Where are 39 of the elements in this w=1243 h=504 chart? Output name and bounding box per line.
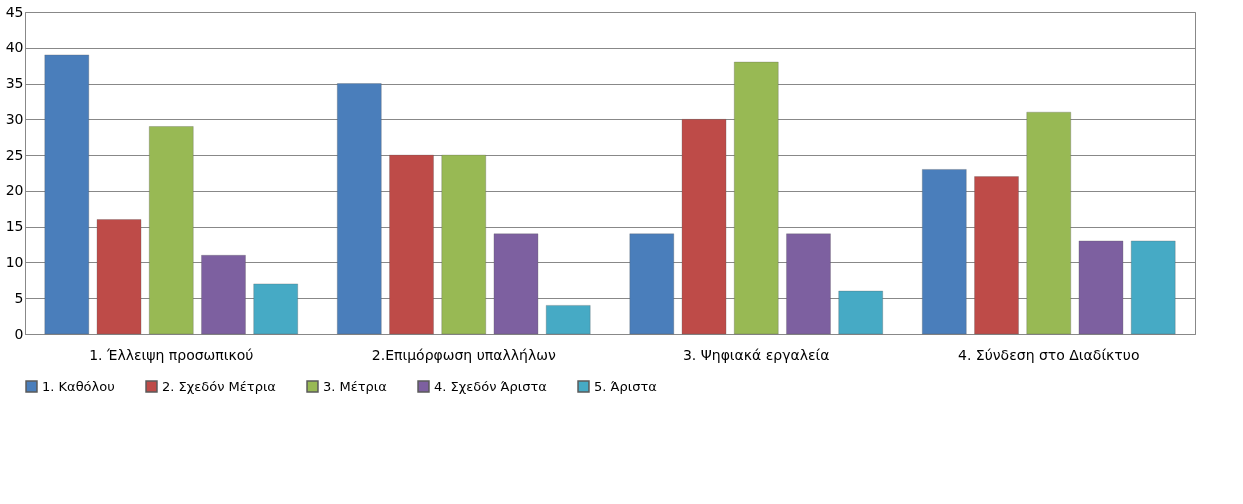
bar: [493, 233, 539, 335]
bar: [441, 154, 486, 335]
y-tick-label: 25: [5, 146, 24, 163]
bar: [149, 126, 194, 335]
bar: [974, 176, 1019, 335]
bar: [922, 169, 967, 335]
legend-label: 4. Σχεδόν Άριστα: [434, 378, 547, 394]
bar: [389, 154, 434, 335]
y-tick-label: 20: [5, 182, 24, 199]
bar: [201, 255, 246, 335]
bar: [546, 305, 591, 335]
y-tick-label: 45: [5, 3, 24, 20]
legend-label: 2. Σχεδόν Μέτρια: [162, 378, 276, 394]
bar: [253, 283, 298, 335]
bar: [734, 61, 779, 335]
x-tick-label: 4. Σύνδεση στο Διαδίκτυο: [958, 346, 1140, 363]
bar: [1026, 112, 1071, 335]
y-tick-label: 30: [5, 110, 24, 127]
bar: [44, 54, 89, 335]
bar: [337, 83, 382, 335]
bar: [838, 290, 883, 335]
bar: [681, 119, 727, 335]
bar: [1078, 240, 1124, 335]
bar: [1131, 240, 1176, 335]
y-tick-label: 35: [5, 75, 24, 92]
y-tick-label: 5: [14, 289, 24, 306]
y-tick-label: 0: [14, 325, 24, 342]
bar: [786, 233, 831, 335]
x-tick-label: 2.Επιμόρφωση υπαλλήλων: [371, 346, 556, 363]
y-tick-label: 10: [5, 253, 24, 270]
y-tick-label: 40: [5, 39, 24, 56]
legend-label: 3. Μέτρια: [323, 378, 387, 394]
y-tick-label: 15: [5, 218, 24, 235]
legend-label: 1. Καθόλου: [42, 378, 115, 394]
x-tick-label: 3. Ψηφιακά εργαλεία: [682, 346, 830, 363]
bar: [629, 233, 674, 335]
legend-label: 5. Άριστα: [594, 378, 657, 394]
x-tick-label: 1. Έλλειψη προσωπικού: [89, 346, 254, 363]
bar: [96, 219, 142, 335]
